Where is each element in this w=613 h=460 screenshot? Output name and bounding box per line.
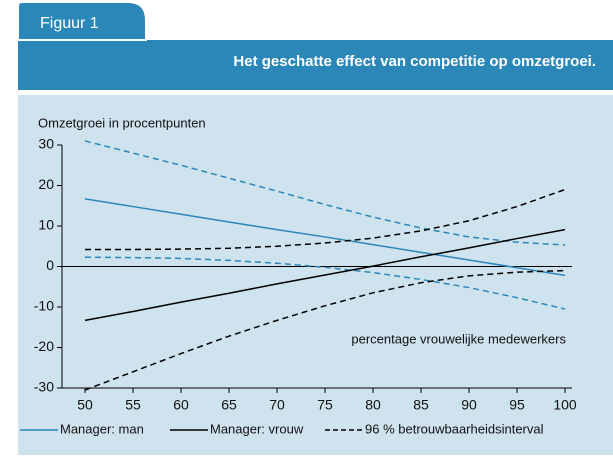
- x-tick-label: 90: [461, 397, 477, 413]
- x-tick-label: 60: [173, 397, 189, 413]
- y-tick-label: -20: [34, 338, 54, 354]
- y-axis-label: Omzetgroei in procentpunten: [38, 115, 206, 130]
- legend-label: Manager: vrouw: [210, 421, 304, 436]
- y-tick-label: 20: [38, 176, 54, 192]
- x-tick-label: 80: [365, 397, 381, 413]
- legend-label: Manager: man: [60, 421, 144, 436]
- annotation: percentage vrouwelijke medewerkers: [351, 331, 566, 346]
- legend-label: 96 % betrouwbaarheidsinterval: [365, 421, 544, 436]
- x-tick-label: 75: [317, 397, 333, 413]
- x-tick-label: 70: [269, 397, 285, 413]
- y-tick-label: 10: [38, 217, 54, 233]
- y-tick-label: -10: [34, 298, 54, 314]
- y-tick-label: -30: [34, 379, 54, 395]
- figure: Figuur 1 Het geschatte effect van compet…: [0, 0, 613, 455]
- x-tick-label: 85: [413, 397, 429, 413]
- x-tick-label: 55: [125, 397, 141, 413]
- x-tick-label: 50: [77, 397, 93, 413]
- chart-title: Het geschatte effect van competitie op o…: [233, 53, 596, 70]
- x-tick-label: 65: [221, 397, 237, 413]
- y-tick-label: 0: [46, 257, 54, 273]
- x-tick-label: 95: [509, 397, 525, 413]
- y-tick-label: 30: [38, 136, 54, 152]
- figure-label: Figuur 1: [40, 15, 99, 32]
- x-tick-label: 100: [553, 397, 577, 413]
